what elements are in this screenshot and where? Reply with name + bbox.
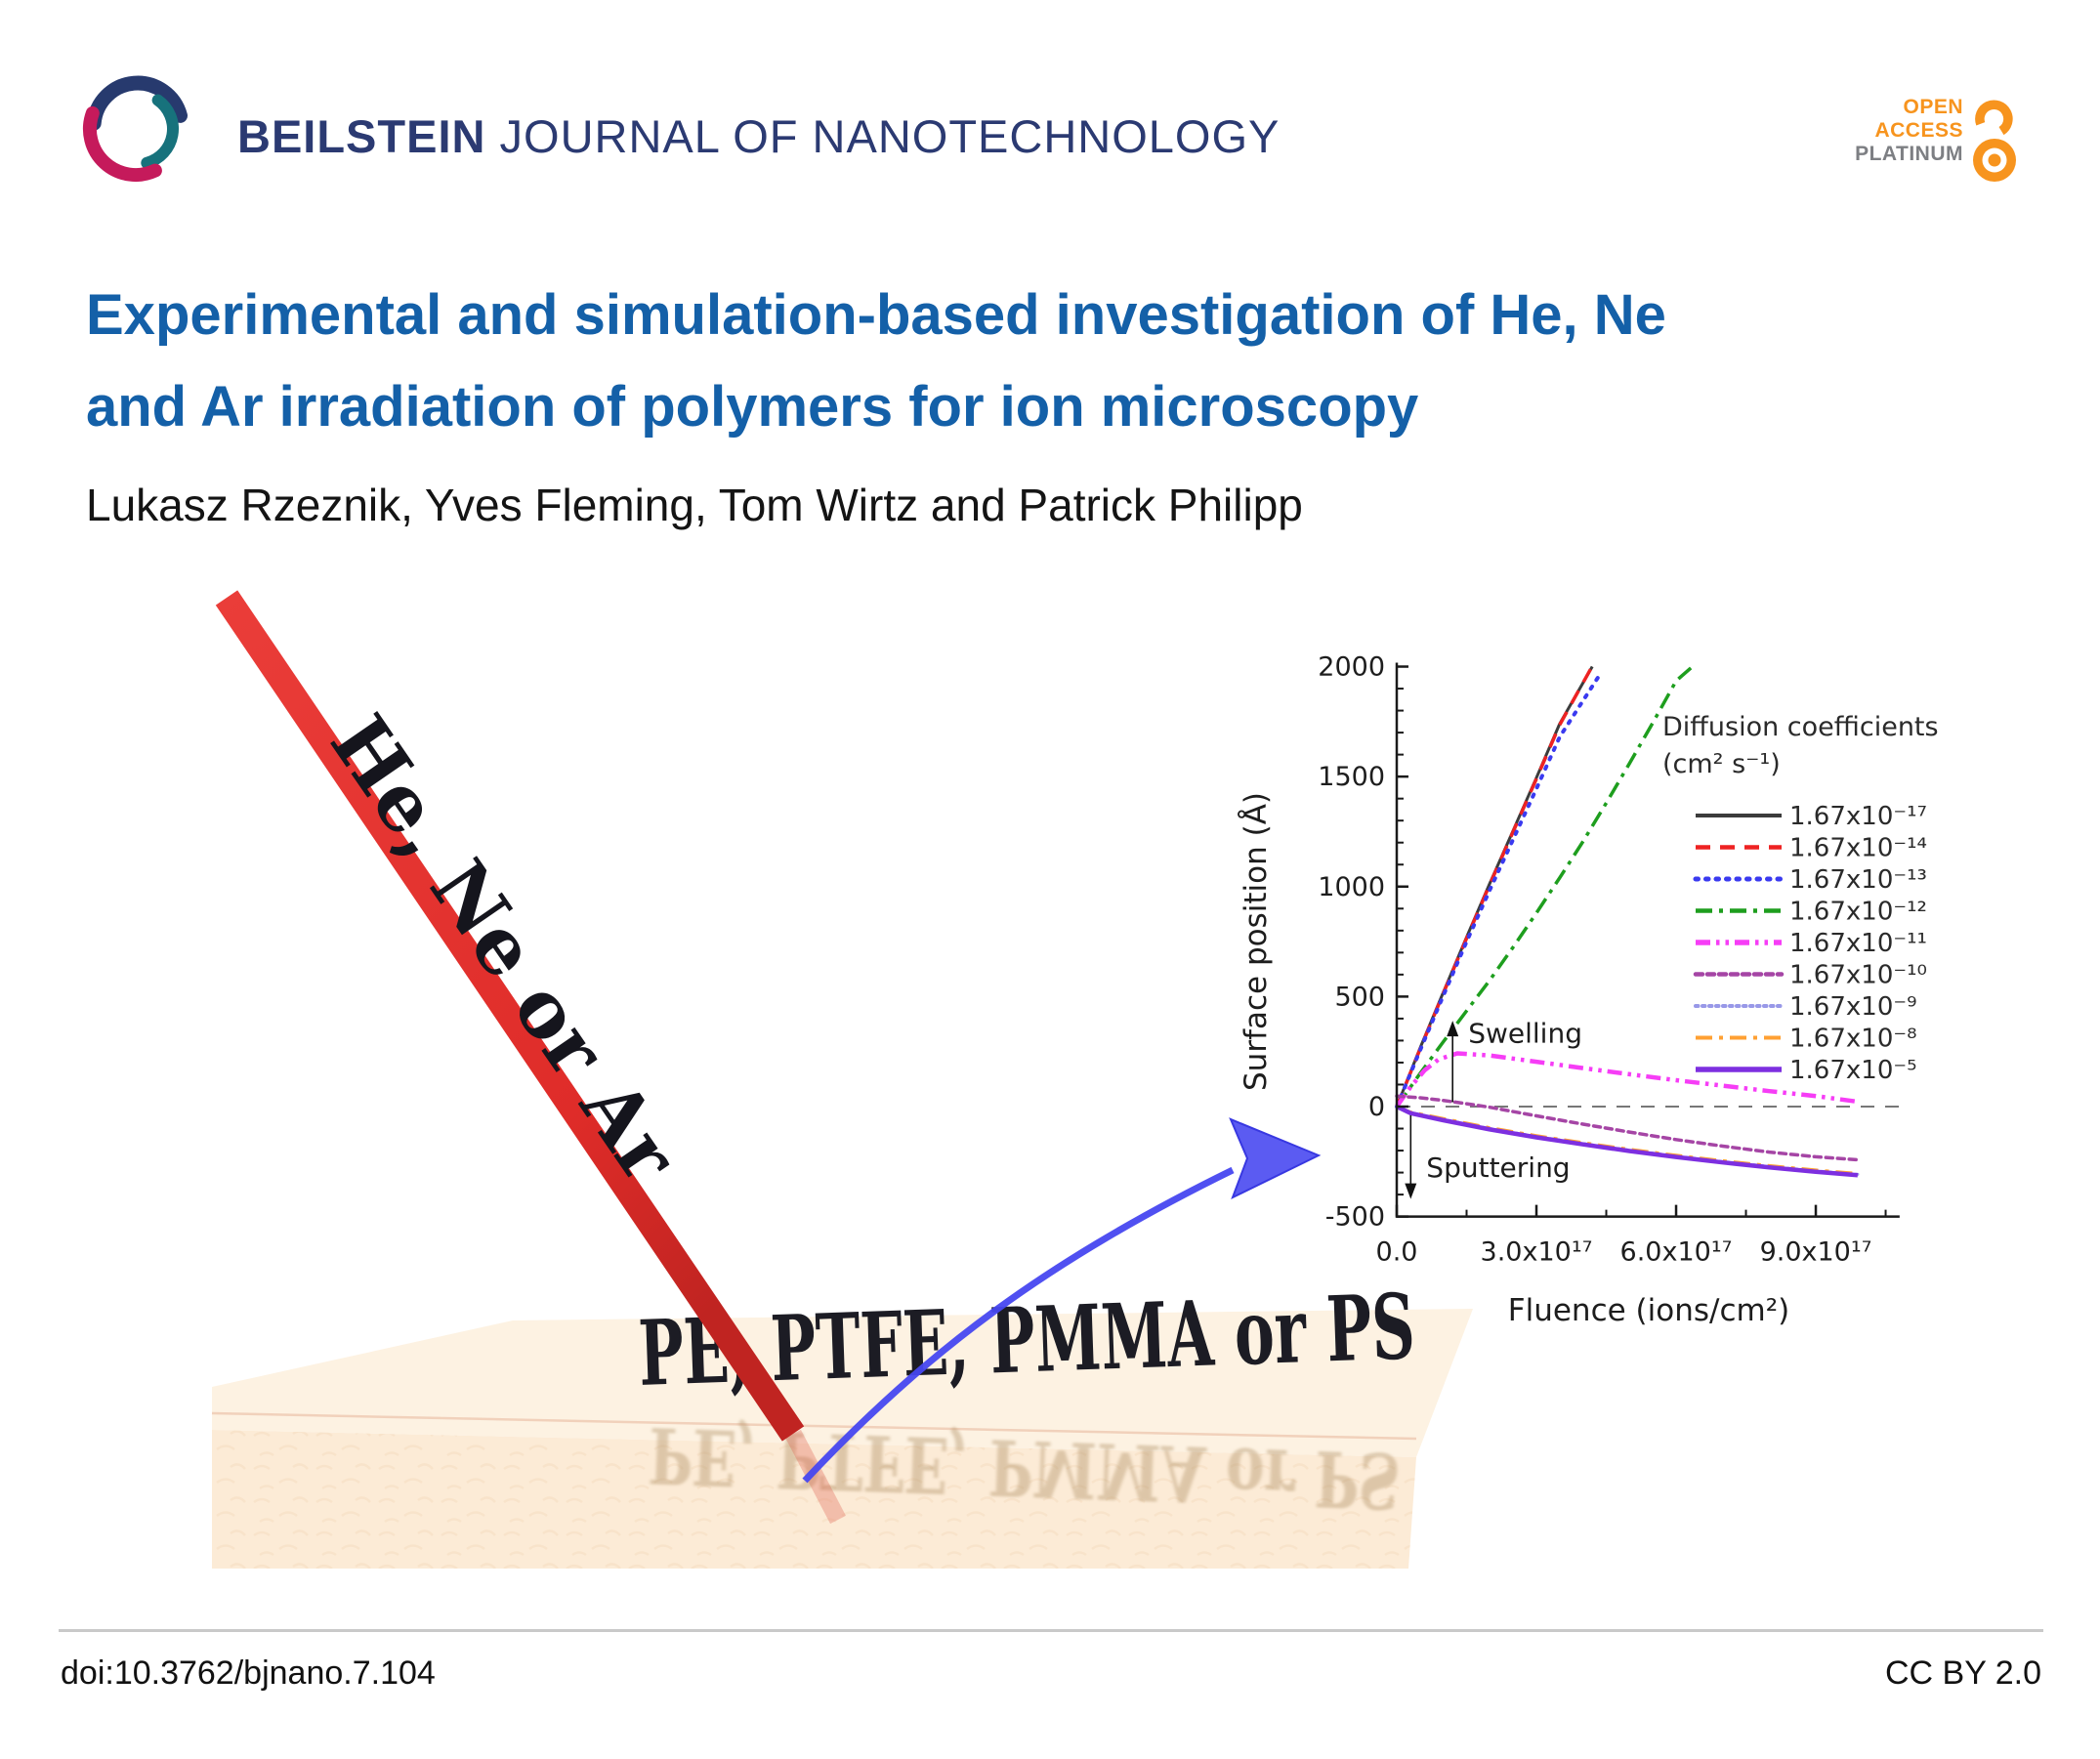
journal-logo-icon <box>82 75 188 183</box>
annotation-sputtering: Sputtering <box>1405 1115 1571 1199</box>
license-text: CC BY 2.0 <box>1884 1654 2041 1692</box>
badge-access: ACCESS <box>1874 119 1963 142</box>
legend-entry-label: 1.67x10⁻¹² <box>1789 898 1927 927</box>
annotation-arrow-head <box>1447 1021 1459 1037</box>
series-1.67x10⁻¹³ <box>1395 673 1602 1109</box>
legend-entry-label: 1.67x10⁻¹¹ <box>1789 929 1927 958</box>
beam-reflection <box>785 1429 846 1525</box>
legend-title: Diffusion coefficients <box>1662 712 1939 742</box>
y-tick-label: 1500 <box>1318 762 1385 792</box>
article-title-line1: Experimental and simulation-based invest… <box>86 283 1666 347</box>
annotation-swelling: Swelling <box>1447 1018 1582 1103</box>
ion-beam <box>215 590 805 1442</box>
annotation-label: Sputtering <box>1426 1152 1570 1184</box>
legend-entry-label: 1.67x10⁻¹⁷ <box>1789 802 1927 831</box>
badge-open: OPEN <box>1903 96 1963 118</box>
legend-entry-label: 1.67x10⁻⁹ <box>1789 992 1917 1022</box>
polymer-block-texture <box>212 1430 1416 1569</box>
x-tick-label: 9.0x10¹⁷ <box>1760 1237 1872 1268</box>
article-authors: Lukasz Rzeznik, Yves Fleming, Tom Wirtz … <box>86 480 1303 530</box>
y-tick-label: -500 <box>1325 1202 1385 1233</box>
y-tick-label: 0 <box>1368 1092 1385 1122</box>
article-title-line2: and Ar irradiation of polymers for ion m… <box>86 375 1419 439</box>
journal-name-bold: BEILSTEIN <box>237 110 486 162</box>
badge-platinum: PLATINUM <box>1855 143 1963 165</box>
zoom-arrow-head <box>1229 1117 1322 1200</box>
y-axis-label: Surface position (Å) <box>1239 792 1274 1091</box>
doi-text: doi:10.3762/bjnano.7.104 <box>61 1654 436 1692</box>
journal-name: BEILSTEIN JOURNAL OF NANOTECHNOLOGY <box>237 109 1280 163</box>
x-tick-label: 6.0x10¹⁷ <box>1620 1237 1733 1268</box>
polymer-block <box>211 1309 1473 1569</box>
legend: Diffusion coefficients (cm² s⁻¹) 1.67x10⁻¹… <box>1662 712 1939 1085</box>
y-tick-label: 500 <box>1334 982 1385 1012</box>
annotation-label: Swelling <box>1468 1018 1582 1050</box>
beam-label: He, Ne or Ar <box>313 699 695 1198</box>
series-1.67x10⁻¹⁰ <box>1395 1094 1860 1162</box>
open-lock-icon <box>1973 100 2016 182</box>
y-tick-label: 1000 <box>1318 872 1385 902</box>
series-1.67x10⁻⁵ <box>1396 1104 1859 1178</box>
article-title: Experimental and simulation-based invest… <box>86 270 2020 453</box>
annotation-arrow-head <box>1405 1183 1417 1199</box>
y-tick-label: 2000 <box>1318 652 1385 683</box>
journal-name-rest: JOURNAL OF NANOTECHNOLOGY <box>485 110 1281 162</box>
legend-entry-label: 1.67x10⁻⁵ <box>1789 1056 1917 1085</box>
zoom-arrow <box>802 1117 1322 1484</box>
footer-divider <box>59 1629 2043 1632</box>
legend-entry-label: 1.67x10⁻⁸ <box>1789 1025 1917 1054</box>
polymer-block-edge <box>211 1411 1417 1441</box>
zoom-arrow-shaft <box>802 1166 1235 1484</box>
legend-entry-label: 1.67x10⁻¹⁰ <box>1789 961 1927 990</box>
x-tick-label: 0.0 <box>1376 1237 1418 1268</box>
x-axis-label: Fluence (ions/cm²) <box>1508 1293 1789 1328</box>
legend-entry-label: 1.67x10⁻¹⁴ <box>1789 834 1927 863</box>
fluence-chart: -500 0 500 1000 1500 2000 0.0 3.0x10¹⁷ 6.0x10¹⁷ 9… <box>1239 652 1939 1328</box>
series-1.67x10⁻¹¹ <box>1395 1051 1859 1109</box>
legend-units: (cm² s⁻¹) <box>1662 749 1781 779</box>
legend-entry-label: 1.67x10⁻¹³ <box>1789 865 1927 895</box>
open-access-badge: OPEN ACCESS PLATINUM <box>1855 96 1963 166</box>
series-1.67x10⁻¹² <box>1395 665 1694 1109</box>
x-tick-label: 3.0x10¹⁷ <box>1481 1237 1593 1268</box>
